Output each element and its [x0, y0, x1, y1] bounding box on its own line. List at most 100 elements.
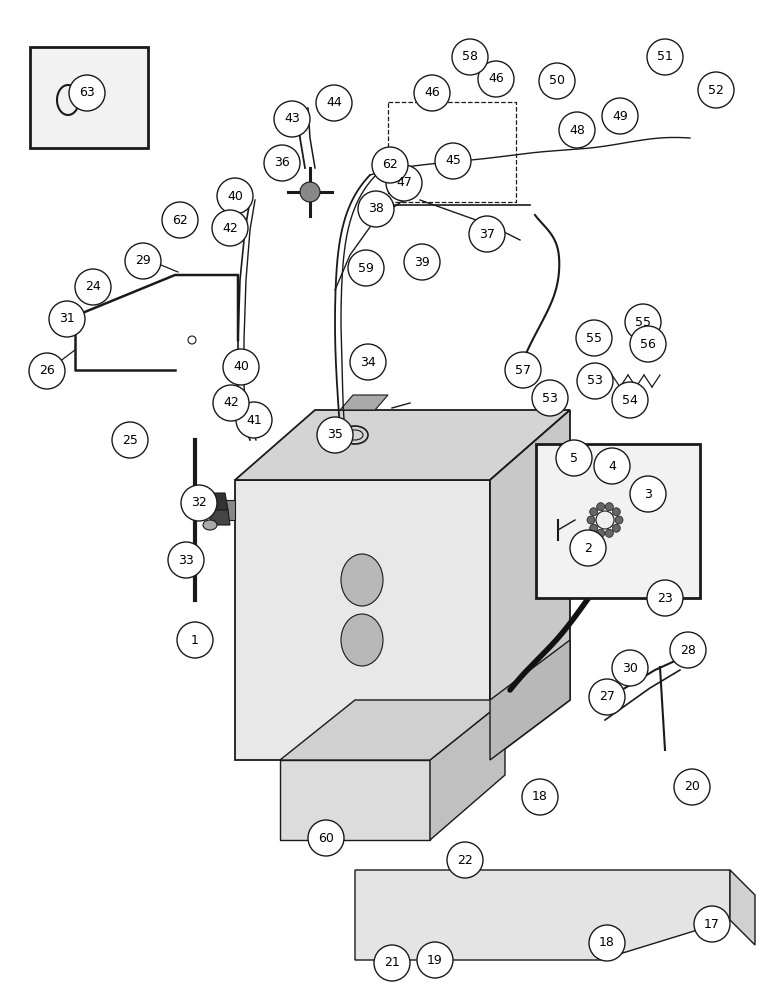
- Text: 23: 23: [657, 591, 673, 604]
- Circle shape: [576, 320, 612, 356]
- Polygon shape: [430, 700, 505, 840]
- Circle shape: [594, 448, 630, 484]
- Circle shape: [605, 529, 613, 537]
- Ellipse shape: [341, 614, 383, 666]
- Bar: [536, 444, 700, 598]
- Circle shape: [590, 524, 597, 532]
- Text: 50: 50: [549, 75, 565, 88]
- Text: 24: 24: [85, 280, 101, 294]
- Text: 44: 44: [326, 97, 342, 109]
- Text: 3: 3: [644, 488, 652, 500]
- Polygon shape: [340, 395, 388, 410]
- Text: 52: 52: [708, 84, 724, 97]
- Circle shape: [596, 511, 614, 529]
- Circle shape: [615, 516, 623, 524]
- Text: 57: 57: [515, 363, 531, 376]
- Circle shape: [71, 311, 81, 321]
- Circle shape: [522, 779, 558, 815]
- Circle shape: [168, 542, 204, 578]
- Circle shape: [372, 147, 408, 183]
- Text: 40: 40: [233, 360, 249, 373]
- Text: 4: 4: [608, 460, 616, 473]
- Circle shape: [274, 101, 310, 137]
- Text: 37: 37: [479, 228, 495, 240]
- Text: 18: 18: [532, 790, 548, 804]
- Circle shape: [602, 98, 638, 134]
- Text: 47: 47: [396, 176, 412, 190]
- Circle shape: [587, 516, 595, 524]
- Text: 42: 42: [223, 396, 239, 410]
- Circle shape: [181, 485, 217, 521]
- Circle shape: [698, 72, 734, 108]
- Circle shape: [612, 382, 648, 418]
- Text: 60: 60: [318, 832, 334, 844]
- Text: 39: 39: [414, 255, 430, 268]
- Circle shape: [630, 476, 666, 512]
- Circle shape: [694, 906, 730, 942]
- Text: 42: 42: [222, 222, 238, 234]
- Circle shape: [264, 145, 300, 181]
- Text: 56: 56: [640, 338, 656, 351]
- Text: 45: 45: [445, 154, 461, 167]
- Text: 41: 41: [246, 414, 262, 426]
- Circle shape: [177, 622, 213, 658]
- Text: 53: 53: [587, 374, 603, 387]
- Ellipse shape: [203, 520, 217, 530]
- Text: 53: 53: [542, 391, 558, 404]
- Circle shape: [125, 243, 161, 279]
- Text: 62: 62: [382, 158, 398, 172]
- Polygon shape: [218, 500, 235, 520]
- Text: 51: 51: [657, 50, 673, 64]
- Ellipse shape: [188, 503, 202, 513]
- Circle shape: [589, 679, 625, 715]
- Text: 2: 2: [584, 542, 592, 554]
- Text: 55: 55: [586, 332, 602, 344]
- Polygon shape: [195, 493, 228, 512]
- Text: 20: 20: [684, 780, 700, 794]
- Circle shape: [212, 210, 248, 246]
- Circle shape: [590, 508, 597, 516]
- Text: 38: 38: [368, 202, 384, 216]
- Circle shape: [505, 352, 541, 388]
- Circle shape: [49, 301, 85, 337]
- Circle shape: [597, 503, 604, 511]
- Text: 59: 59: [358, 261, 374, 274]
- Circle shape: [452, 39, 488, 75]
- Ellipse shape: [341, 554, 383, 606]
- Text: 30: 30: [622, 662, 638, 674]
- Circle shape: [478, 61, 514, 97]
- Ellipse shape: [213, 500, 223, 520]
- Circle shape: [236, 402, 272, 438]
- Circle shape: [539, 63, 575, 99]
- Circle shape: [358, 191, 394, 227]
- Circle shape: [317, 417, 353, 453]
- Circle shape: [589, 925, 625, 961]
- Polygon shape: [235, 410, 570, 480]
- Circle shape: [29, 353, 65, 389]
- Circle shape: [217, 178, 253, 214]
- Text: 58: 58: [462, 50, 478, 64]
- Circle shape: [647, 580, 683, 616]
- Bar: [30, 47, 148, 148]
- Circle shape: [630, 326, 666, 362]
- Circle shape: [447, 842, 483, 878]
- Text: 31: 31: [59, 312, 75, 326]
- Circle shape: [532, 380, 568, 416]
- Text: 49: 49: [612, 109, 628, 122]
- Circle shape: [670, 632, 706, 668]
- Circle shape: [559, 112, 595, 148]
- Text: 40: 40: [227, 190, 243, 202]
- Text: 25: 25: [122, 434, 138, 446]
- Circle shape: [300, 182, 320, 202]
- Text: 55: 55: [635, 316, 651, 328]
- Polygon shape: [730, 870, 755, 945]
- Circle shape: [612, 524, 620, 532]
- Circle shape: [417, 942, 453, 978]
- Text: 62: 62: [172, 214, 188, 227]
- Polygon shape: [210, 510, 230, 525]
- Text: 21: 21: [384, 956, 400, 970]
- Text: 46: 46: [424, 87, 440, 100]
- Circle shape: [605, 503, 613, 511]
- Circle shape: [404, 244, 440, 280]
- Text: 48: 48: [569, 123, 585, 136]
